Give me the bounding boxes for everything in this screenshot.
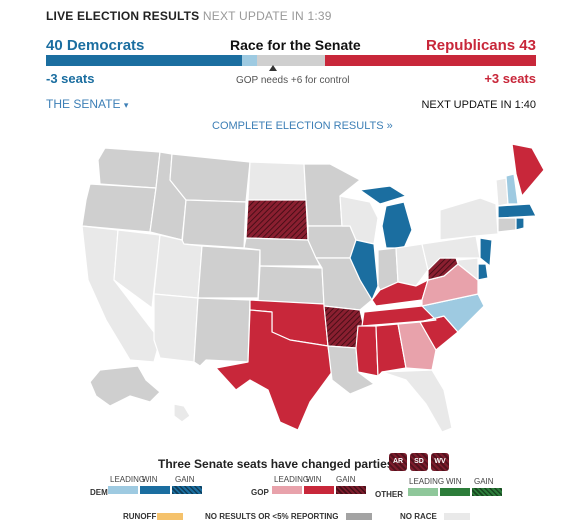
legend-gop-label: GOP xyxy=(251,488,269,497)
legend-gop-gain-label: GAIN xyxy=(336,475,356,484)
next-update-label-2: NEXT UPDATE IN 1:40 xyxy=(421,99,536,111)
next-update-label: NEXT UPDATE IN 1:39 xyxy=(202,9,332,23)
race-title: Race for the Senate xyxy=(230,37,361,53)
legend-dem-gain-swatch xyxy=(172,486,202,494)
state-sd[interactable] xyxy=(245,199,309,241)
chamber-dropdown-label: THE SENATE xyxy=(46,97,121,111)
state-nh[interactable] xyxy=(505,173,519,205)
state-mt[interactable] xyxy=(169,153,251,203)
state-nd[interactable] xyxy=(247,161,307,201)
changed-state-chip[interactable]: WV xyxy=(431,453,449,471)
legend-gop-leading-label: LEADING xyxy=(274,475,310,484)
legend-other-label: OTHER xyxy=(375,490,403,499)
legend-no-results-swatch xyxy=(346,513,372,520)
rep-won-segment xyxy=(325,55,536,66)
complete-results-link[interactable]: COMPLETE ELECTION RESULTS » xyxy=(212,120,393,132)
legend-gop-win-swatch xyxy=(304,486,334,494)
state-tx[interactable] xyxy=(215,309,333,431)
live-label: LIVE ELECTION RESULTS xyxy=(46,9,200,23)
state-az[interactable] xyxy=(153,293,199,363)
state-oh[interactable] xyxy=(395,243,429,287)
legend-dem-win-swatch xyxy=(140,486,170,494)
changed-state-chip[interactable]: SD xyxy=(410,453,428,471)
legend-dem-label: DEM xyxy=(90,488,108,497)
chevron-down-icon: ▾ xyxy=(123,100,129,110)
chamber-dropdown[interactable]: THE SENATE ▾ xyxy=(46,97,128,111)
state-ky[interactable] xyxy=(371,279,429,307)
state-fl[interactable] xyxy=(381,369,453,433)
dem-leading-segment xyxy=(242,55,257,66)
state-co[interactable] xyxy=(197,245,261,299)
us-senate-map xyxy=(81,143,545,433)
legend-other-gain-swatch xyxy=(472,488,502,496)
control-marker-icon xyxy=(269,65,277,71)
state-ma[interactable] xyxy=(497,203,537,219)
legend-other-leading-label: LEADING xyxy=(409,477,445,486)
rep-seat-count: Republicans 43 xyxy=(425,37,536,54)
legend-gop-win-label: WIN xyxy=(306,475,322,484)
legend-no-results-label: NO RESULTS OR <5% REPORTING xyxy=(205,512,339,521)
state-ak[interactable] xyxy=(89,365,161,407)
legend-dem-leading-label: LEADING xyxy=(110,475,146,484)
legend-no-race-swatch xyxy=(444,513,470,520)
state-ct[interactable] xyxy=(497,217,517,233)
control-note: GOP needs +6 for control xyxy=(236,75,350,86)
legend-runoff-label: RUNOFF xyxy=(123,512,157,521)
state-ny[interactable] xyxy=(439,197,499,241)
changed-state-chip[interactable]: AR xyxy=(389,453,407,471)
state-mi[interactable] xyxy=(381,201,413,249)
state-ia[interactable] xyxy=(307,225,357,259)
state-hi[interactable] xyxy=(173,403,191,423)
changed-parties-note: Three Senate seats have changed parties: xyxy=(158,457,398,471)
state-wa[interactable] xyxy=(97,147,161,189)
state-or[interactable] xyxy=(81,183,157,233)
legend-dem-gain-label: GAIN xyxy=(175,475,195,484)
state-md[interactable] xyxy=(457,257,479,281)
legend-dem-win-label: WIN xyxy=(142,475,158,484)
state-nv[interactable] xyxy=(113,229,161,309)
state-ms[interactable] xyxy=(355,325,379,377)
undecided-segment xyxy=(256,55,326,66)
rep-seat-change: +3 seats xyxy=(484,71,536,86)
legend-other-win-swatch xyxy=(440,488,470,496)
legend-gop-leading-swatch xyxy=(272,486,302,494)
legend-other-leading-swatch xyxy=(408,488,438,496)
legend-gop-gain-swatch xyxy=(336,486,366,494)
dem-won-segment xyxy=(46,55,242,66)
state-al[interactable] xyxy=(375,323,407,377)
state-de[interactable] xyxy=(477,263,489,281)
dem-seat-change: -3 seats xyxy=(46,71,95,86)
state-nm[interactable] xyxy=(193,297,251,367)
state-ks[interactable] xyxy=(257,265,325,305)
legend-other-win-label: WIN xyxy=(446,477,462,486)
state-mi-up[interactable] xyxy=(359,185,407,205)
dem-seat-count: 40 Democrats xyxy=(46,37,145,54)
legend-other-gain-label: GAIN xyxy=(474,477,494,486)
state-me[interactable] xyxy=(511,143,545,197)
state-ri[interactable] xyxy=(515,217,525,231)
legend-runoff-swatch xyxy=(157,513,183,520)
legend-no-race-label: NO RACE xyxy=(400,512,437,521)
live-results-header: LIVE ELECTION RESULTS NEXT UPDATE IN 1:3… xyxy=(46,9,332,23)
state-nj[interactable] xyxy=(479,237,493,267)
state-wy[interactable] xyxy=(181,199,247,249)
seat-balance-bar xyxy=(46,55,536,66)
legend-dem-leading-swatch xyxy=(108,486,138,494)
